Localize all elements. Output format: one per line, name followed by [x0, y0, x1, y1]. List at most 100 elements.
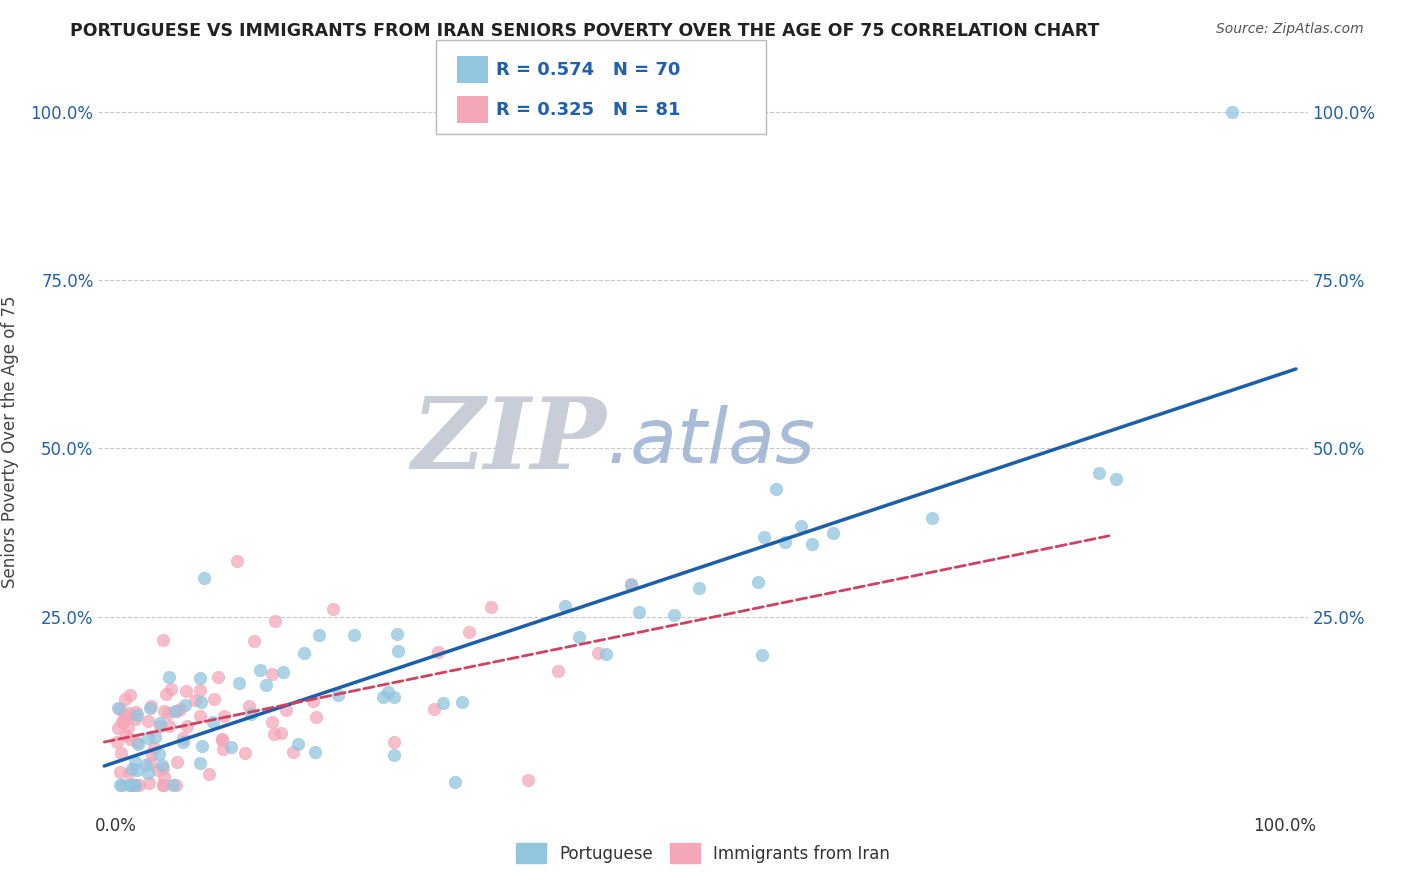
Immigrants from Iran — [124, 778, 146, 792]
Portuguese — [193, 571, 215, 585]
Immigrants from Iran — [423, 701, 446, 715]
Portuguese — [688, 581, 710, 595]
Immigrants from Iran — [153, 770, 176, 784]
Immigrants from Iran — [118, 689, 141, 703]
Portuguese — [751, 648, 773, 663]
Immigrants from Iran — [112, 708, 135, 723]
Immigrants from Iran — [305, 710, 328, 724]
Portuguese — [219, 740, 242, 755]
Portuguese — [628, 606, 651, 620]
Text: ZIP: ZIP — [412, 393, 606, 490]
Immigrants from Iran — [117, 706, 139, 720]
Immigrants from Iran — [141, 698, 163, 713]
Portuguese — [157, 670, 180, 684]
Portuguese — [190, 695, 212, 709]
Portuguese — [387, 644, 409, 658]
Immigrants from Iran — [211, 731, 233, 746]
Immigrants from Iran — [124, 712, 146, 726]
Immigrants from Iran — [274, 703, 297, 717]
Immigrants from Iran — [114, 728, 136, 742]
Immigrants from Iran — [172, 731, 194, 745]
Text: R = 0.574   N = 70: R = 0.574 N = 70 — [496, 61, 681, 78]
Immigrants from Iran — [517, 773, 540, 788]
Immigrants from Iran — [152, 761, 174, 775]
Text: Source: ZipAtlas.com: Source: ZipAtlas.com — [1216, 22, 1364, 37]
Portuguese — [620, 578, 643, 592]
Immigrants from Iran — [264, 614, 287, 628]
Immigrants from Iran — [122, 778, 145, 792]
Portuguese — [148, 747, 170, 761]
Immigrants from Iran — [117, 720, 139, 734]
Immigrants from Iran — [118, 709, 141, 723]
Immigrants from Iran — [157, 706, 180, 720]
Portuguese — [451, 695, 474, 709]
Portuguese — [326, 688, 349, 702]
Portuguese — [444, 775, 467, 789]
Immigrants from Iran — [427, 645, 450, 659]
Immigrants from Iran — [153, 704, 176, 718]
Portuguese — [304, 745, 326, 759]
Portuguese — [765, 483, 787, 497]
Immigrants from Iran — [238, 699, 260, 714]
Portuguese — [249, 663, 271, 677]
Portuguese — [240, 706, 263, 721]
Immigrants from Iran — [139, 756, 162, 770]
Portuguese — [343, 627, 366, 641]
Portuguese — [568, 630, 591, 644]
Portuguese — [387, 626, 409, 640]
Immigrants from Iran — [188, 709, 211, 723]
Portuguese — [143, 731, 166, 745]
Portuguese — [271, 665, 294, 680]
Immigrants from Iran — [211, 732, 233, 747]
Immigrants from Iran — [142, 741, 165, 756]
Portuguese — [172, 735, 194, 749]
Portuguese — [662, 607, 685, 622]
Immigrants from Iran — [118, 732, 141, 747]
Immigrants from Iran — [169, 702, 191, 716]
Immigrants from Iran — [138, 776, 160, 790]
Portuguese — [107, 701, 129, 715]
Immigrants from Iran — [110, 746, 132, 760]
Immigrants from Iran — [176, 718, 198, 732]
Immigrants from Iran — [155, 687, 177, 701]
Immigrants from Iran — [110, 715, 132, 730]
Immigrants from Iran — [148, 718, 170, 732]
Portuguese — [127, 737, 149, 751]
Portuguese — [174, 698, 197, 712]
Text: .atlas: .atlas — [606, 405, 815, 478]
Portuguese — [110, 778, 132, 792]
Portuguese — [121, 762, 143, 776]
Immigrants from Iran — [263, 727, 285, 741]
Portuguese — [149, 716, 172, 731]
Immigrants from Iran — [586, 646, 609, 660]
Immigrants from Iran — [108, 765, 131, 780]
Portuguese — [773, 535, 796, 549]
Portuguese — [801, 537, 824, 551]
Immigrants from Iran — [141, 747, 163, 761]
Portuguese — [554, 599, 576, 614]
Portuguese — [371, 690, 394, 705]
Portuguese — [202, 714, 225, 729]
Immigrants from Iran — [202, 691, 225, 706]
Portuguese — [382, 748, 405, 763]
Portuguese — [188, 671, 211, 685]
Immigrants from Iran — [212, 709, 235, 723]
Immigrants from Iran — [270, 726, 292, 740]
Portuguese — [191, 739, 214, 753]
Text: PORTUGUESE VS IMMIGRANTS FROM IRAN SENIORS POVERTY OVER THE AGE OF 75 CORRELATIO: PORTUGUESE VS IMMIGRANTS FROM IRAN SENIO… — [70, 22, 1099, 40]
Immigrants from Iran — [457, 624, 479, 639]
Portuguese — [228, 676, 250, 690]
Immigrants from Iran — [111, 714, 134, 729]
Portuguese — [382, 690, 405, 704]
Immigrants from Iran — [105, 735, 128, 749]
Portuguese — [136, 766, 159, 780]
Portuguese — [256, 678, 278, 692]
Immigrants from Iran — [146, 764, 169, 778]
Portuguese — [287, 737, 309, 751]
Portuguese — [110, 778, 132, 792]
Immigrants from Iran — [159, 682, 181, 697]
Immigrants from Iran — [152, 778, 174, 792]
Immigrants from Iran — [242, 634, 264, 648]
Portuguese — [821, 525, 844, 540]
Immigrants from Iran — [184, 693, 207, 707]
